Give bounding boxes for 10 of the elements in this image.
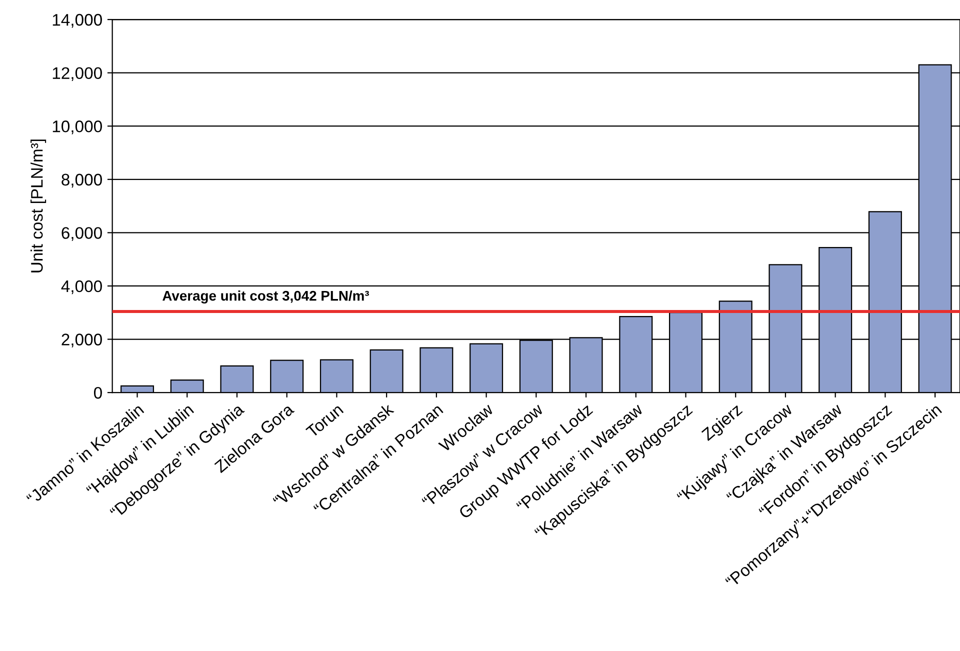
- y-tick-label: 10,000: [52, 120, 102, 134]
- y-tick-label: 2,000: [62, 334, 102, 348]
- y-tick-label: 6,000: [62, 227, 102, 241]
- y-tick-label: 8,000: [62, 174, 102, 188]
- y-tick-label: 12,000: [52, 67, 102, 81]
- y-tick-label: 14,000: [52, 14, 102, 28]
- y-axis-title: Unit cost [PLN/m³]: [30, 140, 46, 272]
- y-tick-label: 0: [94, 386, 102, 399]
- ref-line-label: Average unit cost 3,042 PLN/m³: [162, 290, 369, 304]
- y-tick-label: 4,000: [61, 280, 102, 294]
